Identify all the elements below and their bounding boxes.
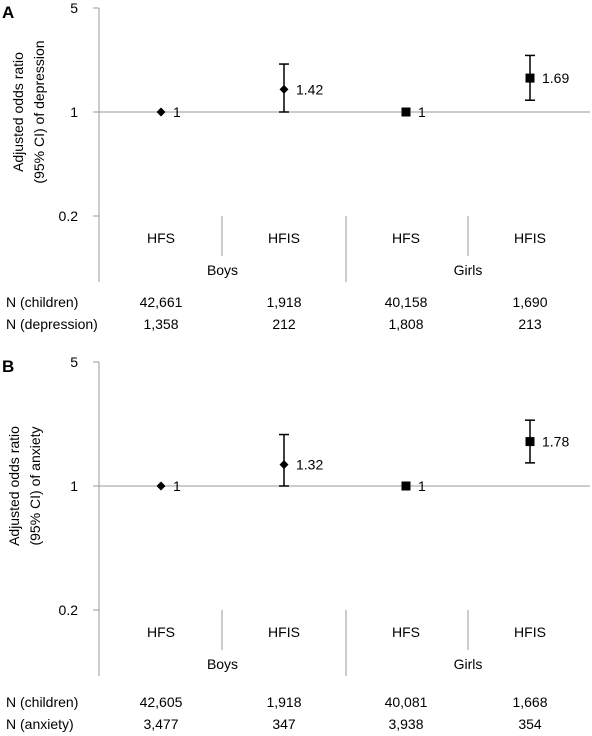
data-point-diamond <box>156 481 166 491</box>
group-label: Girls <box>454 656 483 672</box>
data-point-square <box>525 73 535 83</box>
table-cell: 347 <box>272 716 296 732</box>
y-tick-label: 5 <box>70 0 78 16</box>
y-axis-title-line: Adjusted odds ratio <box>10 52 26 172</box>
panel-b: B 0.2 1 5 Adjusted odds ratio (95% CI) of anx… <box>2 354 590 732</box>
table-cell: 40,158 <box>385 294 428 310</box>
panel-label: A <box>2 3 14 22</box>
y-tick-label: 0.2 <box>59 602 79 618</box>
y-tick-label: 5 <box>70 354 78 370</box>
table-cell: 42,661 <box>140 294 183 310</box>
y-axis-title-line: Adjusted odds ratio <box>6 426 22 546</box>
data-point-square <box>525 437 535 447</box>
table-cell: 1,808 <box>388 316 423 332</box>
table-cell: 213 <box>518 316 542 332</box>
data-label: 1.69 <box>542 70 569 86</box>
y-axis-title: Adjusted odds ratio (95% CI) of depressio… <box>10 40 47 183</box>
y-tick-label: 1 <box>70 478 78 494</box>
panel-a: A 0.2 1 5 Adjusted odds ratio (95% CI) of dep… <box>2 0 590 332</box>
data-label: 1 <box>418 104 426 120</box>
table-cell: 1,918 <box>266 694 301 710</box>
table-cell: 1,358 <box>143 316 178 332</box>
y-axis-title-line: (95% CI) of depression <box>31 40 47 183</box>
data-label: 1.32 <box>296 457 323 473</box>
table-cell: 354 <box>518 716 542 732</box>
table-cell: 212 <box>272 316 296 332</box>
category-label: HFIS <box>268 624 300 640</box>
data-point-diamond <box>279 460 289 470</box>
y-tick-label: 0.2 <box>59 208 79 224</box>
category-label: HFIS <box>514 230 546 246</box>
category-label: HFIS <box>514 624 546 640</box>
table-cell: 1,668 <box>512 694 547 710</box>
table-cell: 42,605 <box>140 694 183 710</box>
data-point-diamond <box>156 107 166 117</box>
panel-label: B <box>2 357 14 376</box>
y-axis-title: Adjusted odds ratio (95% CI) of anxiety <box>6 426 43 546</box>
y-axis-title-line: (95% CI) of anxiety <box>27 426 43 545</box>
data-label: 1.78 <box>542 434 569 450</box>
table-cell: 1,690 <box>512 294 547 310</box>
table-row-label: N (depression) <box>6 316 98 332</box>
table-cell: 40,081 <box>385 694 428 710</box>
category-label: HFS <box>147 230 175 246</box>
table-cell: 3,477 <box>143 716 178 732</box>
table-cell: 1,918 <box>266 294 301 310</box>
data-point-diamond <box>279 84 289 94</box>
category-label: HFIS <box>268 230 300 246</box>
data-label: 1 <box>418 478 426 494</box>
category-label: HFS <box>392 624 420 640</box>
table-row-label: N (children) <box>6 294 78 310</box>
data-label: 1 <box>173 104 181 120</box>
group-label: Boys <box>207 656 238 672</box>
group-label: Girls <box>454 262 483 278</box>
data-label: 1 <box>173 478 181 494</box>
category-label: HFS <box>147 624 175 640</box>
y-tick-label: 1 <box>70 104 78 120</box>
data-point-square <box>401 107 411 117</box>
data-point-square <box>401 481 411 491</box>
data-label: 1.42 <box>296 81 323 97</box>
table-cell: 3,938 <box>388 716 423 732</box>
table-row-label: N (children) <box>6 694 78 710</box>
category-label: HFS <box>392 230 420 246</box>
group-label: Boys <box>207 262 238 278</box>
table-row-label: N (anxiety) <box>6 716 74 732</box>
